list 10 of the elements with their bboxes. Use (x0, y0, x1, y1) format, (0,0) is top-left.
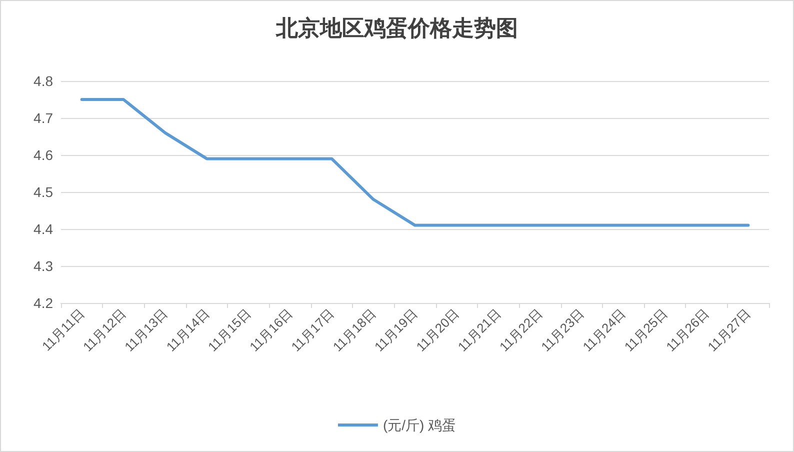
y-tick-label: 4.3 (34, 258, 54, 274)
y-tick-label: 4.2 (34, 295, 54, 311)
y-tick-label: 4.5 (34, 184, 54, 200)
line-series (80, 98, 750, 227)
y-tick-label: 4.8 (34, 73, 54, 89)
chart-title: 北京地区鸡蛋价格走势图 (275, 16, 518, 42)
legend-label: (元/斤) 鸡蛋 (382, 417, 456, 433)
y-tick-label: 4.6 (34, 147, 54, 163)
y-tick-label: 4.4 (34, 221, 54, 237)
y-tick-label: 4.7 (34, 110, 54, 126)
